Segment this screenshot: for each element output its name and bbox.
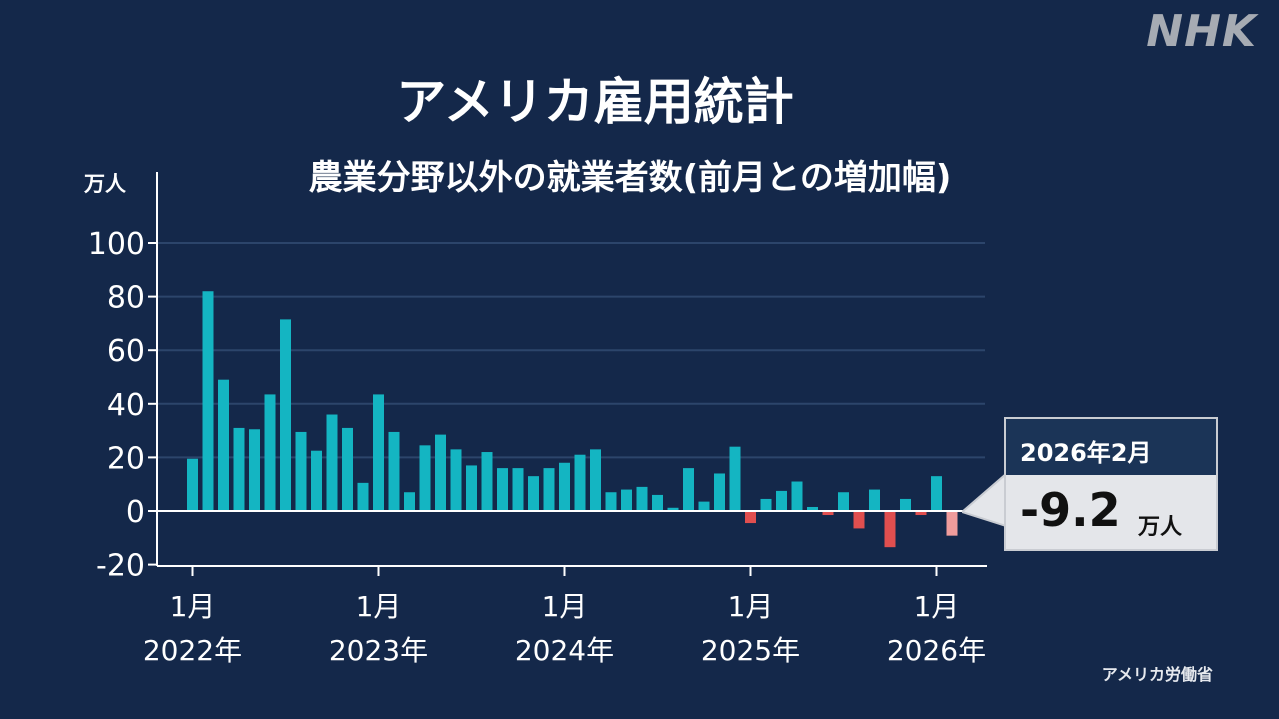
- bar: [590, 449, 601, 511]
- bar: [915, 511, 927, 516]
- chart-subtitle: 農業分野以外の就業者数(前月との増加幅): [308, 158, 952, 198]
- x-tick-year-label: 2023年: [329, 634, 428, 667]
- bar: [729, 446, 741, 511]
- bar: [683, 468, 694, 511]
- bar: [512, 468, 524, 511]
- y-axis-unit: 万人: [84, 172, 126, 196]
- bar: [667, 507, 679, 511]
- bar: [481, 452, 493, 511]
- nhk-logo: NHK: [1146, 6, 1257, 57]
- bar: [636, 486, 648, 511]
- bar: [295, 431, 307, 511]
- bar: [373, 394, 384, 511]
- bar: [466, 465, 477, 511]
- callout-pointer-icon: [962, 472, 1006, 528]
- bar: [528, 476, 539, 511]
- bar: [760, 498, 772, 511]
- bar: [280, 319, 291, 511]
- bar: [714, 473, 725, 511]
- callout-unit: 万人: [1138, 515, 1183, 540]
- y-tick-label: -20: [96, 549, 145, 584]
- bar: [388, 431, 400, 511]
- bar: [900, 498, 911, 511]
- bar: [311, 450, 322, 511]
- bar: [419, 445, 431, 511]
- x-tick-month-label: 1月: [356, 590, 402, 623]
- bar: [698, 501, 710, 511]
- bar: [791, 481, 803, 511]
- bar: [745, 511, 756, 524]
- y-tick-label: 100: [88, 227, 145, 262]
- bar: [884, 511, 896, 548]
- latest-value-callout: 2026年2月 -9.2 万人: [1004, 417, 1218, 551]
- bar: [853, 511, 865, 529]
- callout-value-box: -9.2 万人: [1006, 475, 1216, 549]
- x-tick-month-label: 1月: [914, 590, 960, 623]
- x-tick-month-label: 1月: [542, 590, 588, 623]
- y-tick-label: 0: [126, 495, 145, 530]
- bar: [621, 489, 632, 511]
- callout-date: 2026年2月: [1020, 439, 1152, 467]
- bar: [187, 458, 198, 511]
- bar: [574, 454, 586, 511]
- bar: [342, 427, 353, 511]
- y-tick-label: 40: [107, 388, 145, 423]
- bar: [450, 449, 462, 511]
- bar: [869, 489, 880, 511]
- chart-title: アメリカ雇用統計: [396, 73, 794, 131]
- bar: [652, 494, 663, 511]
- bar: [202, 291, 214, 511]
- source-label: アメリカ労働省: [1101, 665, 1213, 684]
- bar: [357, 482, 369, 511]
- bar: [931, 476, 942, 511]
- x-tick-month-label: 1月: [728, 590, 774, 623]
- bar: [822, 511, 834, 516]
- bar: [838, 492, 849, 511]
- bar: [233, 427, 245, 511]
- x-tick-month-label: 1月: [170, 590, 216, 623]
- bar: [946, 511, 958, 536]
- callout-value: -9.2: [1020, 483, 1121, 537]
- x-tick-year-label: 2024年: [515, 634, 614, 667]
- x-tick-year-label: 2022年: [143, 634, 242, 667]
- bar: [218, 379, 229, 511]
- bar: [605, 492, 617, 511]
- bar: [326, 414, 338, 511]
- bar: [435, 434, 446, 511]
- bar: [264, 394, 276, 511]
- x-tick-year-label: 2026年: [887, 634, 986, 667]
- bar: [497, 468, 508, 511]
- bar: [543, 468, 555, 511]
- bar: [559, 462, 570, 511]
- bar: [807, 506, 818, 511]
- y-tick-label: 20: [107, 441, 145, 476]
- x-tick-year-label: 2025年: [701, 634, 800, 667]
- y-tick-label: 80: [107, 281, 145, 316]
- bar: [404, 492, 415, 511]
- y-tick-label: 60: [107, 334, 145, 369]
- bar: [776, 490, 787, 511]
- bar: [249, 429, 260, 511]
